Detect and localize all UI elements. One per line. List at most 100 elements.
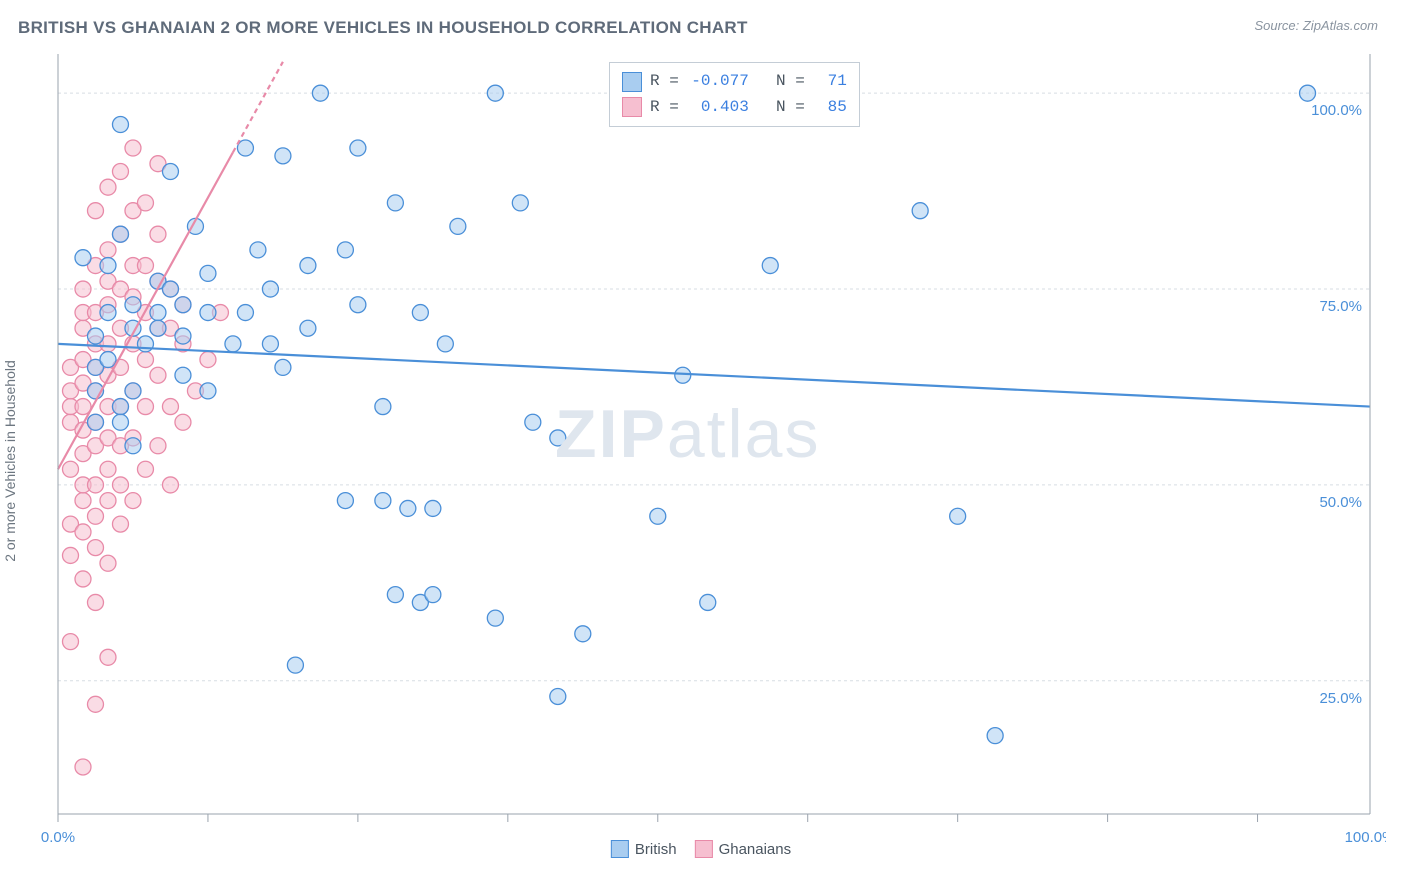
x-tick-label-right: 100.0% — [1345, 829, 1386, 846]
british-point — [112, 399, 128, 415]
stats-swatch — [622, 97, 642, 117]
ghanaians-point — [75, 759, 91, 775]
legend-swatch — [695, 840, 713, 858]
ghanaians-point — [87, 696, 103, 712]
ghanaians-point — [62, 461, 78, 477]
y-tick-label: 75.0% — [1319, 298, 1362, 315]
stats-n-value: 71 — [813, 69, 847, 95]
british-point — [912, 203, 928, 219]
ghanaians-point — [137, 352, 153, 368]
stats-n-label: N = — [757, 69, 805, 95]
stats-r-value: -0.077 — [687, 69, 749, 95]
chart-container: BRITISH VS GHANAIAN 2 OR MORE VEHICLES I… — [0, 0, 1406, 892]
british-point — [287, 657, 303, 673]
british-point — [375, 399, 391, 415]
y-tick-label: 25.0% — [1319, 690, 1362, 707]
stats-n-value: 85 — [813, 95, 847, 121]
british-point — [575, 626, 591, 642]
ghanaians-point — [150, 438, 166, 454]
ghanaians-point — [75, 524, 91, 540]
ghanaians-point — [87, 594, 103, 610]
british-point — [650, 508, 666, 524]
british-point — [350, 140, 366, 156]
british-point — [100, 352, 116, 368]
ghanaians-point — [175, 414, 191, 430]
british-point — [87, 328, 103, 344]
legend-swatch — [611, 840, 629, 858]
british-point — [312, 85, 328, 101]
ghanaians-point — [125, 140, 141, 156]
legend-label: British — [635, 841, 677, 858]
legend-bottom: British Ghanaians — [611, 840, 791, 858]
british-point — [125, 297, 141, 313]
stats-r-label: R = — [650, 69, 679, 95]
ghanaians-point — [137, 461, 153, 477]
british-point — [237, 305, 253, 321]
y-tick-label: 50.0% — [1319, 494, 1362, 511]
british-point — [487, 85, 503, 101]
british-point — [100, 305, 116, 321]
british-point — [262, 281, 278, 297]
british-point — [512, 195, 528, 211]
ghanaians-point — [162, 477, 178, 493]
british-point — [337, 242, 353, 258]
ghanaians-point — [100, 242, 116, 258]
chart-title: BRITISH VS GHANAIAN 2 OR MORE VEHICLES I… — [18, 18, 748, 38]
british-point — [250, 242, 266, 258]
british-point — [112, 226, 128, 242]
british-point — [225, 336, 241, 352]
british-point — [387, 587, 403, 603]
ghanaians-point — [112, 164, 128, 180]
british-point — [262, 336, 278, 352]
ghanaians-point — [137, 195, 153, 211]
british-point — [275, 359, 291, 375]
ghanaians-point — [75, 281, 91, 297]
british-point — [950, 508, 966, 524]
british-point — [487, 610, 503, 626]
british-point — [150, 320, 166, 336]
trend-line-dash — [233, 62, 283, 153]
british-point — [300, 258, 316, 274]
plot-area: 2 or more Vehicles in Household 25.0%50.… — [16, 46, 1386, 876]
ghanaians-point — [100, 555, 116, 571]
chart-source: Source: ZipAtlas.com — [1254, 18, 1378, 33]
british-point — [400, 500, 416, 516]
ghanaians-point — [100, 179, 116, 195]
british-point — [237, 140, 253, 156]
british-point — [350, 297, 366, 313]
british-point — [175, 367, 191, 383]
british-point — [200, 265, 216, 281]
stats-row: R = -0.077 N = 71 — [622, 69, 847, 95]
british-point — [125, 383, 141, 399]
ghanaians-point — [112, 516, 128, 532]
legend-label: Ghanaians — [719, 841, 792, 858]
ghanaians-point — [87, 508, 103, 524]
british-point — [112, 414, 128, 430]
british-point — [200, 383, 216, 399]
british-point — [700, 594, 716, 610]
trend-line — [58, 344, 1370, 407]
stats-r-label: R = — [650, 95, 679, 121]
ghanaians-point — [87, 540, 103, 556]
british-point — [100, 258, 116, 274]
ghanaians-point — [100, 649, 116, 665]
british-point — [150, 305, 166, 321]
british-point — [87, 414, 103, 430]
ghanaians-point — [125, 493, 141, 509]
british-point — [200, 305, 216, 321]
y-tick-label: 100.0% — [1311, 102, 1362, 119]
british-point — [675, 367, 691, 383]
ghanaians-point — [200, 352, 216, 368]
ghanaians-point — [112, 477, 128, 493]
ghanaians-point — [75, 571, 91, 587]
british-point — [162, 164, 178, 180]
stats-swatch — [622, 72, 642, 92]
ghanaians-point — [150, 367, 166, 383]
british-point — [412, 305, 428, 321]
correlation-stats-box: R =-0.077 N =71R =0.403 N =85 — [609, 62, 860, 127]
british-point — [425, 587, 441, 603]
ghanaians-point — [137, 399, 153, 415]
british-point — [337, 493, 353, 509]
scatter-plot-svg: 25.0%50.0%75.0%100.0%0.0%100.0% — [16, 46, 1386, 876]
british-point — [762, 258, 778, 274]
